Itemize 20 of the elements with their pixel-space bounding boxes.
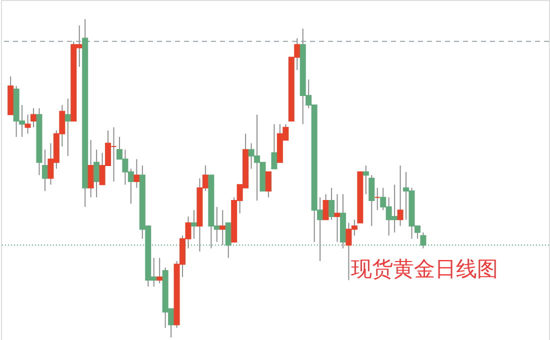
annotation: 现货黄金日线图 bbox=[351, 257, 498, 281]
candlestick bbox=[368, 174, 375, 227]
candlestick bbox=[271, 124, 278, 170]
candlestick bbox=[94, 149, 100, 198]
candlestick bbox=[190, 210, 197, 240]
candlestick bbox=[134, 158, 140, 188]
candlestick bbox=[334, 194, 340, 242]
candlestick bbox=[30, 108, 37, 128]
candlestick bbox=[220, 210, 226, 246]
candlestick bbox=[88, 140, 94, 198]
candlestick bbox=[328, 187, 335, 220]
candlestick bbox=[374, 187, 380, 211]
candlestick bbox=[42, 149, 48, 192]
candlestick bbox=[362, 165, 369, 195]
candlestick bbox=[322, 194, 329, 220]
candlestick bbox=[24, 114, 31, 134]
candlestick bbox=[64, 98, 71, 156]
candlestick bbox=[397, 165, 404, 227]
candlestick bbox=[156, 257, 163, 284]
candlestick bbox=[265, 171, 272, 198]
